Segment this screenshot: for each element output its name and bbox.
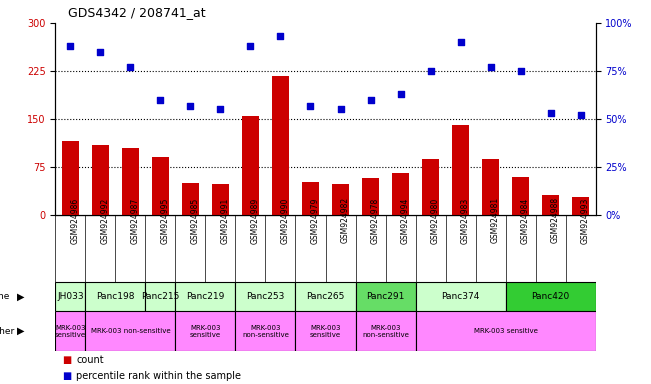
Text: MRK-003
non-sensitive: MRK-003 non-sensitive: [242, 325, 289, 338]
Text: other: other: [0, 327, 14, 336]
Point: [395, 91, 406, 97]
Bar: [422, 159, 439, 215]
Text: GSM924989: GSM924989: [251, 197, 260, 243]
Bar: [452, 126, 469, 215]
Text: GSM924978: GSM924978: [370, 197, 380, 243]
Bar: [182, 183, 199, 215]
Text: Panc215: Panc215: [141, 292, 180, 301]
Bar: [145, 282, 175, 311]
Text: GSM924988: GSM924988: [551, 197, 560, 243]
Bar: [55, 311, 85, 351]
Text: GDS4342 / 208741_at: GDS4342 / 208741_at: [68, 6, 206, 19]
Bar: [175, 282, 236, 311]
Text: JH033: JH033: [57, 292, 84, 301]
Bar: [175, 311, 236, 351]
Text: GSM924984: GSM924984: [521, 197, 530, 243]
Text: ▶: ▶: [17, 291, 25, 302]
Bar: [393, 174, 409, 215]
Bar: [242, 116, 258, 215]
Text: MRK-003
sensitive: MRK-003 sensitive: [190, 325, 221, 338]
Text: GSM924987: GSM924987: [130, 197, 139, 243]
Point: [95, 49, 105, 55]
Text: Panc265: Panc265: [307, 292, 344, 301]
Point: [305, 103, 316, 109]
Bar: [355, 311, 415, 351]
Text: MRK-003
non-sensitive: MRK-003 non-sensitive: [362, 325, 409, 338]
Text: GSM924985: GSM924985: [191, 197, 199, 243]
Bar: [212, 184, 229, 215]
Text: GSM924991: GSM924991: [221, 197, 229, 243]
Bar: [236, 311, 296, 351]
Text: MRK-003
sensitive: MRK-003 sensitive: [55, 325, 86, 338]
Text: ■: ■: [62, 356, 71, 366]
Point: [125, 64, 135, 70]
Point: [546, 110, 556, 116]
Text: Panc374: Panc374: [441, 292, 480, 301]
Point: [365, 97, 376, 103]
Text: GSM924986: GSM924986: [70, 197, 79, 243]
Text: count: count: [76, 356, 104, 366]
Bar: [512, 177, 529, 215]
Text: GSM924982: GSM924982: [340, 197, 350, 243]
Text: Panc420: Panc420: [531, 292, 570, 301]
Bar: [296, 311, 355, 351]
Point: [516, 68, 526, 74]
Point: [65, 43, 76, 49]
Bar: [272, 76, 289, 215]
Text: Panc253: Panc253: [246, 292, 284, 301]
Text: ■: ■: [62, 371, 71, 381]
Point: [425, 68, 436, 74]
Bar: [62, 141, 79, 215]
Text: GSM924992: GSM924992: [100, 197, 109, 243]
Text: percentile rank within the sample: percentile rank within the sample: [76, 371, 241, 381]
Text: GSM924993: GSM924993: [581, 197, 590, 243]
Text: GSM924981: GSM924981: [491, 197, 499, 243]
Bar: [415, 282, 506, 311]
Text: GSM924990: GSM924990: [281, 197, 290, 243]
Bar: [55, 282, 85, 311]
Point: [275, 33, 286, 40]
Text: GSM924983: GSM924983: [461, 197, 469, 243]
Bar: [85, 282, 145, 311]
Bar: [92, 145, 109, 215]
Text: GSM924980: GSM924980: [430, 197, 439, 243]
Text: cell line: cell line: [0, 292, 9, 301]
Bar: [572, 197, 589, 215]
Text: ▶: ▶: [17, 326, 25, 336]
Text: MRK-003 non-sensitive: MRK-003 non-sensitive: [90, 328, 170, 334]
Point: [486, 64, 496, 70]
Text: Panc291: Panc291: [367, 292, 405, 301]
Bar: [85, 311, 175, 351]
Point: [335, 106, 346, 113]
Bar: [415, 311, 596, 351]
Bar: [152, 157, 169, 215]
Point: [456, 39, 466, 45]
Text: Panc198: Panc198: [96, 292, 135, 301]
Point: [575, 112, 586, 118]
Bar: [506, 282, 596, 311]
Text: GSM924995: GSM924995: [160, 197, 169, 243]
Text: MRK-003 sensitive: MRK-003 sensitive: [474, 328, 538, 334]
Point: [215, 106, 226, 113]
Text: MRK-003
sensitive: MRK-003 sensitive: [310, 325, 341, 338]
Bar: [302, 182, 319, 215]
Bar: [296, 282, 355, 311]
Text: GSM924994: GSM924994: [400, 197, 409, 243]
Bar: [122, 148, 139, 215]
Bar: [355, 282, 415, 311]
Point: [155, 97, 165, 103]
Bar: [482, 159, 499, 215]
Bar: [542, 195, 559, 215]
Text: GSM924979: GSM924979: [311, 197, 320, 243]
Bar: [236, 282, 296, 311]
Point: [186, 103, 196, 109]
Bar: [362, 178, 379, 215]
Text: Panc219: Panc219: [186, 292, 225, 301]
Point: [245, 43, 256, 49]
Bar: [332, 184, 349, 215]
